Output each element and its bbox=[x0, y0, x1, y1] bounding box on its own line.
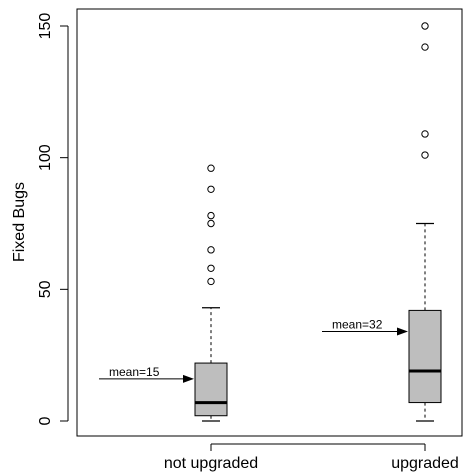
mean-label: mean=32 bbox=[332, 317, 383, 331]
mean-arrow-head bbox=[397, 327, 408, 336]
mean-label: mean=15 bbox=[109, 365, 160, 379]
y-tick-label-0: 0 bbox=[37, 416, 54, 425]
box-0: mean=15 bbox=[99, 164, 228, 422]
iqr-box bbox=[194, 362, 228, 417]
outlier-point bbox=[207, 277, 215, 286]
x-axis: not upgraded upgraded bbox=[164, 443, 459, 472]
y-tick-label-150: 150 bbox=[37, 13, 54, 40]
y-tick-label-100: 100 bbox=[37, 144, 54, 171]
outlier-point bbox=[421, 43, 429, 51]
y-tick-label-50: 50 bbox=[37, 280, 54, 298]
x-tick-label-1: upgraded bbox=[391, 455, 459, 472]
box-1: mean=32 bbox=[322, 22, 442, 422]
outlier-point bbox=[207, 164, 215, 172]
outlier-point bbox=[421, 151, 429, 159]
outlier-point bbox=[207, 185, 215, 193]
outlier-point bbox=[207, 246, 215, 254]
outlier-point bbox=[207, 211, 215, 220]
y-axis-label: Fixed Bugs bbox=[11, 182, 28, 262]
y-axis: 0 50 100 150 bbox=[37, 13, 69, 425]
outlier-point bbox=[207, 264, 215, 272]
iqr-box bbox=[408, 309, 442, 404]
plot-frame bbox=[76, 8, 463, 437]
outlier-point bbox=[421, 130, 429, 138]
boxes: mean=15 mean=32 bbox=[99, 22, 442, 422]
outlier-point bbox=[421, 22, 429, 30]
outlier-point bbox=[207, 219, 215, 228]
x-tick-label-0: not upgraded bbox=[164, 455, 258, 472]
mean-arrow-head bbox=[183, 374, 194, 383]
